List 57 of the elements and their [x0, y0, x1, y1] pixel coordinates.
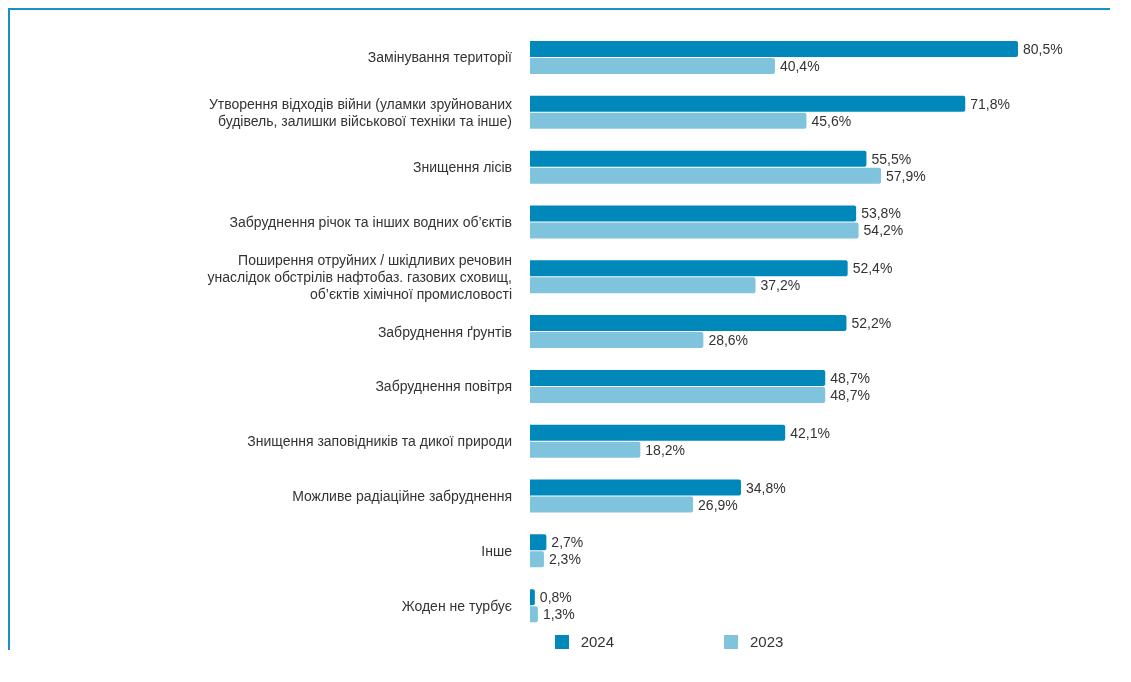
- data-label: 28,6%: [708, 332, 749, 349]
- bar: [530, 479, 741, 496]
- data-label: 48,7%: [830, 386, 870, 403]
- data-label: 42,1%: [790, 424, 830, 441]
- data-label: 48,7%: [830, 369, 870, 386]
- y-tick-label: Замінування території: [367, 49, 513, 66]
- bar: [530, 260, 848, 277]
- data-label: 71,8%: [970, 95, 1010, 112]
- bar: [530, 58, 775, 74]
- legend-label: 2024: [579, 633, 614, 650]
- data-label: 2,7%: [551, 534, 584, 551]
- data-label: 40,4%: [779, 57, 820, 74]
- bar: [530, 167, 881, 184]
- y-tick-label: Забруднення ґрунтів: [377, 323, 512, 340]
- data-label: 52,2%: [851, 315, 892, 332]
- bar: [530, 150, 867, 167]
- data-label: 18,2%: [645, 441, 686, 458]
- y-tick-label: Можливе радіаційне забруднення: [292, 487, 512, 504]
- legend-label: 2023: [749, 633, 784, 650]
- bar: [530, 386, 826, 403]
- data-label: 45,6%: [811, 112, 852, 129]
- data-label: 37,2%: [760, 277, 801, 294]
- data-label: 80,5%: [1023, 40, 1063, 57]
- data-label: 1,3%: [542, 606, 575, 623]
- y-tick-label: Поширення отруйних / шкідливих речовин унаслідок обстрілів нафтобаз. газових сховищ, об’єктів хімічної промисловості: [207, 251, 512, 302]
- data-label: 2,3%: [548, 551, 581, 568]
- bar: [530, 424, 786, 441]
- data-label: 55,5%: [871, 150, 912, 167]
- data-label: 53,8%: [861, 205, 901, 222]
- y-tick-label: Забруднення повітря: [375, 378, 512, 395]
- data-label: 34,8%: [745, 479, 786, 496]
- data-label: 57,9%: [886, 167, 926, 184]
- bar: [530, 41, 1018, 57]
- y-tick-label: Інше: [481, 542, 513, 559]
- bar: [530, 95, 966, 112]
- bar: [530, 369, 826, 386]
- data-label: 26,9%: [698, 496, 738, 513]
- bar: [530, 551, 544, 568]
- data-label: 52,4%: [852, 260, 893, 277]
- bar: [530, 315, 847, 332]
- bar: [530, 332, 704, 349]
- y-tick-label: Знищення заповідників та дикої природи: [247, 433, 512, 450]
- y-tick-label: Жоден не турбує: [401, 597, 512, 614]
- bar: [530, 606, 538, 623]
- bar: [530, 534, 547, 551]
- bar: [530, 205, 857, 222]
- bar: [530, 112, 807, 129]
- data-label: 0,8%: [539, 589, 572, 606]
- bar: [530, 496, 694, 513]
- y-tick-label: Забруднення річок та інших водних об’єктів: [229, 213, 512, 230]
- y-tick-label: Знищення лісів: [413, 159, 512, 176]
- bar: [530, 222, 859, 239]
- y-tick-label: Утворення відходів війни (уламки зруйнованих будівель, залишки військової техніки та інше): [208, 95, 512, 129]
- bar: [530, 441, 641, 458]
- bar: [530, 277, 756, 294]
- data-label: 54,2%: [863, 222, 904, 239]
- bar: [530, 589, 535, 606]
